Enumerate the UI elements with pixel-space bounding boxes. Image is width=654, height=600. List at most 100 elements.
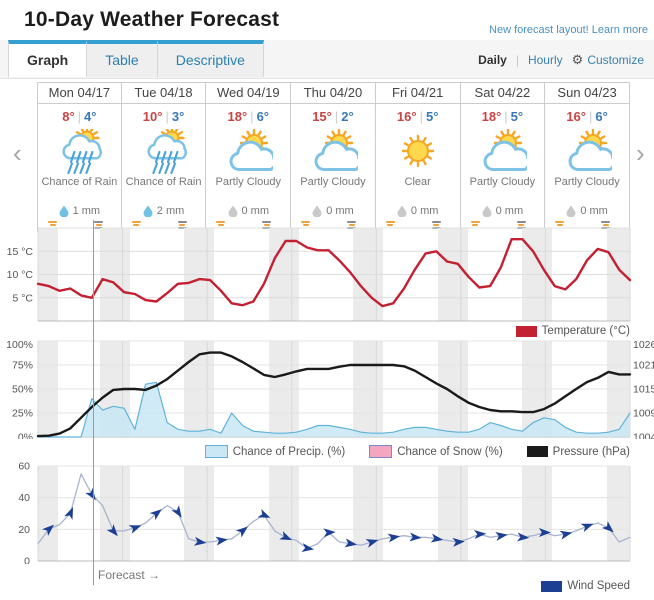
axis-tick: 1015 — [633, 384, 654, 396]
next-days-button[interactable]: › — [636, 138, 645, 168]
axis-tick: 75% — [12, 360, 33, 372]
prev-days-button[interactable]: ‹ — [13, 138, 22, 168]
new-layout-link[interactable]: New forecast layout! Learn more — [489, 24, 648, 36]
sunrise-marker-icon — [555, 221, 565, 227]
wind-arrow-icon — [452, 537, 465, 547]
precip-droplet-icon — [397, 205, 407, 217]
day-label: Thu 04/20 — [291, 83, 375, 104]
precip-swatch — [204, 445, 228, 458]
day-column-mon[interactable]: Mon 04/17 8° | 4° Chance of Rain 1 mm — [37, 83, 122, 232]
partly-cloudy-icon — [483, 129, 528, 171]
wind-legend: Wind Speed — [541, 580, 630, 592]
day-label: Sun 04/23 — [545, 83, 629, 104]
wind-arrow-icon — [430, 533, 444, 543]
condition-label: Partly Cloudy — [469, 176, 536, 188]
wind-arrow-icon — [365, 539, 379, 548]
axis-tick: 10 °C — [7, 269, 34, 281]
day-temps: 10° | 3° — [142, 109, 185, 124]
tab-graph[interactable]: Graph — [8, 40, 88, 77]
day-label: Sat 04/22 — [460, 83, 545, 104]
precip-amount: 2 mm — [122, 203, 206, 218]
separator: | — [515, 53, 519, 67]
condition-label: Clear — [404, 176, 431, 188]
temperature-swatch — [515, 325, 537, 337]
wind-arrow-icon — [171, 505, 182, 518]
precip-pressure-legend: Chance of Precip. (%) Chance of Snow (%)… — [204, 445, 630, 458]
axis-tick: 1021 — [633, 360, 654, 372]
low-temp: 6° — [256, 109, 269, 124]
axis-tick: 1004 — [633, 432, 654, 440]
precip-droplet-icon — [312, 205, 322, 217]
wind-arrow-icon — [409, 532, 422, 542]
precip-amount: 0 mm — [291, 203, 375, 218]
wind-arrow-icon — [106, 524, 118, 537]
temperature-legend-label: Temperature (°C) — [541, 325, 630, 337]
wind-arrow-icon — [323, 528, 336, 538]
wind-arrow-icon — [344, 538, 358, 548]
sunrise-marker-icon — [470, 221, 480, 227]
tab-descriptive[interactable]: Descriptive — [157, 40, 264, 77]
daily-toggle[interactable]: Daily — [478, 53, 507, 67]
precip-droplet-icon — [59, 205, 69, 217]
wind-arrow-icon — [279, 531, 293, 541]
day-label: Tue 04/18 — [121, 83, 206, 104]
high-temp: 8° — [62, 109, 75, 124]
axis-tick: 20 — [18, 524, 30, 536]
sunrise-marker-icon — [131, 221, 141, 227]
weather-icon — [461, 128, 545, 176]
low-temp: 5° — [510, 109, 524, 124]
wind-swatch — [541, 580, 563, 592]
precip-droplet-icon — [228, 205, 237, 217]
axis-tick: 0 — [24, 556, 30, 565]
sunrise-marker-icon — [385, 221, 395, 227]
day-column-fri[interactable]: Fri 04/21 16° | 5° Clear 0 mm — [375, 83, 461, 232]
view-controls: Daily | Hourly ⚙ Customize — [478, 52, 644, 68]
high-temp: 10° — [142, 109, 163, 124]
axis-tick: 1026 — [633, 339, 654, 351]
precip-amount: 0 mm — [545, 203, 629, 218]
weather-icon — [122, 128, 206, 176]
hourly-toggle[interactable]: Hourly — [527, 53, 563, 67]
weather-icon — [545, 128, 629, 176]
wind-legend-label: Wind Speed — [567, 580, 630, 592]
sunrise-marker-icon — [216, 221, 226, 227]
pressure-legend-label: Pressure (hPa) — [552, 445, 630, 458]
wind-chart: 0 20 40 60 — [18, 461, 631, 565]
wind-arrow-icon — [538, 528, 551, 537]
condition-label: Chance of Rain — [41, 176, 118, 188]
tab-table[interactable]: Table — [87, 40, 158, 77]
low-temp: 6° — [595, 109, 608, 124]
day-label: Fri 04/21 — [375, 83, 460, 104]
wind-arrow-icon — [495, 531, 508, 541]
day-column-sun[interactable]: Sun 04/23 16° | 6° Partly Cloudy 0 mm — [545, 83, 630, 232]
day-column-sat[interactable]: Sat 04/22 18° | 5° Partly Cloudy 0 mm — [460, 83, 546, 232]
day-column-thu[interactable]: Thu 04/20 15° | 2° Partly Cloudy 0 mm — [291, 83, 376, 232]
tabs: Graph Table Descriptive — [8, 40, 264, 77]
wind-arrow-icon — [235, 526, 248, 538]
wind-arrow-icon — [387, 533, 401, 543]
wind-arrow-icon — [580, 523, 594, 533]
sunrise-marker-icon — [301, 221, 311, 227]
weather-icon — [206, 128, 290, 176]
condition-label: Partly Cloudy — [300, 176, 366, 188]
day-label: Mon 04/17 — [38, 83, 121, 104]
day-column-tue[interactable]: Tue 04/18 10° | 3° Chance of Rain 2 mm — [121, 83, 207, 232]
axis-tick: 0% — [18, 432, 33, 440]
day-temps: 16° | 5° — [396, 109, 439, 124]
forecast-label: Forecast → — [98, 568, 161, 582]
axis-tick: 50% — [12, 384, 33, 396]
day-temps: 16° | 6° — [566, 109, 608, 124]
condition-label: Chance of Rain — [125, 176, 202, 188]
wind-arrow-icon — [301, 543, 315, 553]
precip-legend-label: Chance of Precip. (%) — [232, 445, 346, 458]
day-column-wed[interactable]: Wed 04/19 18° | 6° Partly Cloudy 0 mm — [206, 83, 292, 232]
high-temp: 15° — [312, 109, 332, 124]
low-temp: 3° — [171, 109, 185, 124]
wind-arrow-icon — [257, 508, 271, 518]
partly-cloudy-icon — [229, 129, 274, 171]
wind-arrow-icon — [517, 532, 530, 542]
customize-button[interactable]: ⚙ Customize — [571, 52, 644, 67]
wind-arrow-icon — [42, 524, 55, 536]
precip-droplet-icon — [482, 205, 492, 217]
